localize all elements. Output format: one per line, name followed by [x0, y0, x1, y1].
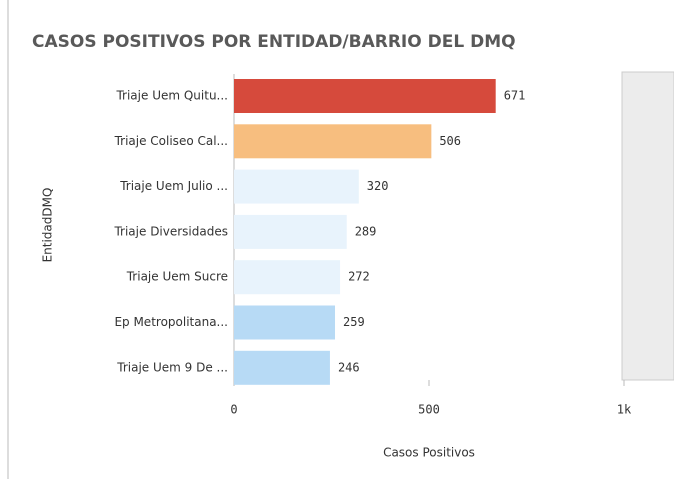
y-tick-label: Triaje Coliseo Cal... [114, 134, 228, 148]
y-tick-label: Triaje Uem Quitu... [115, 89, 228, 103]
y-tick-label: Triaje Uem Julio ... [119, 179, 228, 193]
value-label: 246 [338, 360, 360, 374]
bar [234, 305, 336, 340]
bar [234, 169, 359, 204]
x-axis-label: Casos Positivos [383, 446, 475, 460]
chart-title: CASOS POSITIVOS POR ENTIDAD/BARRIO DEL D… [32, 32, 516, 52]
x-tick-label: 1k [617, 403, 632, 417]
value-label: 506 [439, 134, 461, 148]
bar [234, 79, 496, 113]
value-label: 320 [367, 179, 389, 193]
y-axis-label: EntidadDMQ [41, 188, 55, 263]
bar [234, 350, 330, 385]
value-label: 272 [348, 270, 370, 284]
bar [234, 214, 347, 249]
y-tick-label: Ep Metropolitana... [114, 315, 228, 329]
y-tick-label: Triaje Uem 9 De ... [116, 360, 228, 374]
value-label: 289 [355, 224, 377, 238]
x-tick-label: 500 [418, 403, 440, 417]
y-tick-label: Triaje Uem Sucre [126, 270, 228, 284]
y-tick-label: Triaje Diversidades [113, 224, 228, 238]
bar [234, 260, 341, 295]
x-tick-label: 0 [230, 403, 237, 417]
scrollbar[interactable] [621, 71, 674, 381]
value-label: 671 [504, 89, 526, 103]
value-label: 259 [343, 315, 365, 329]
bar [234, 124, 432, 159]
